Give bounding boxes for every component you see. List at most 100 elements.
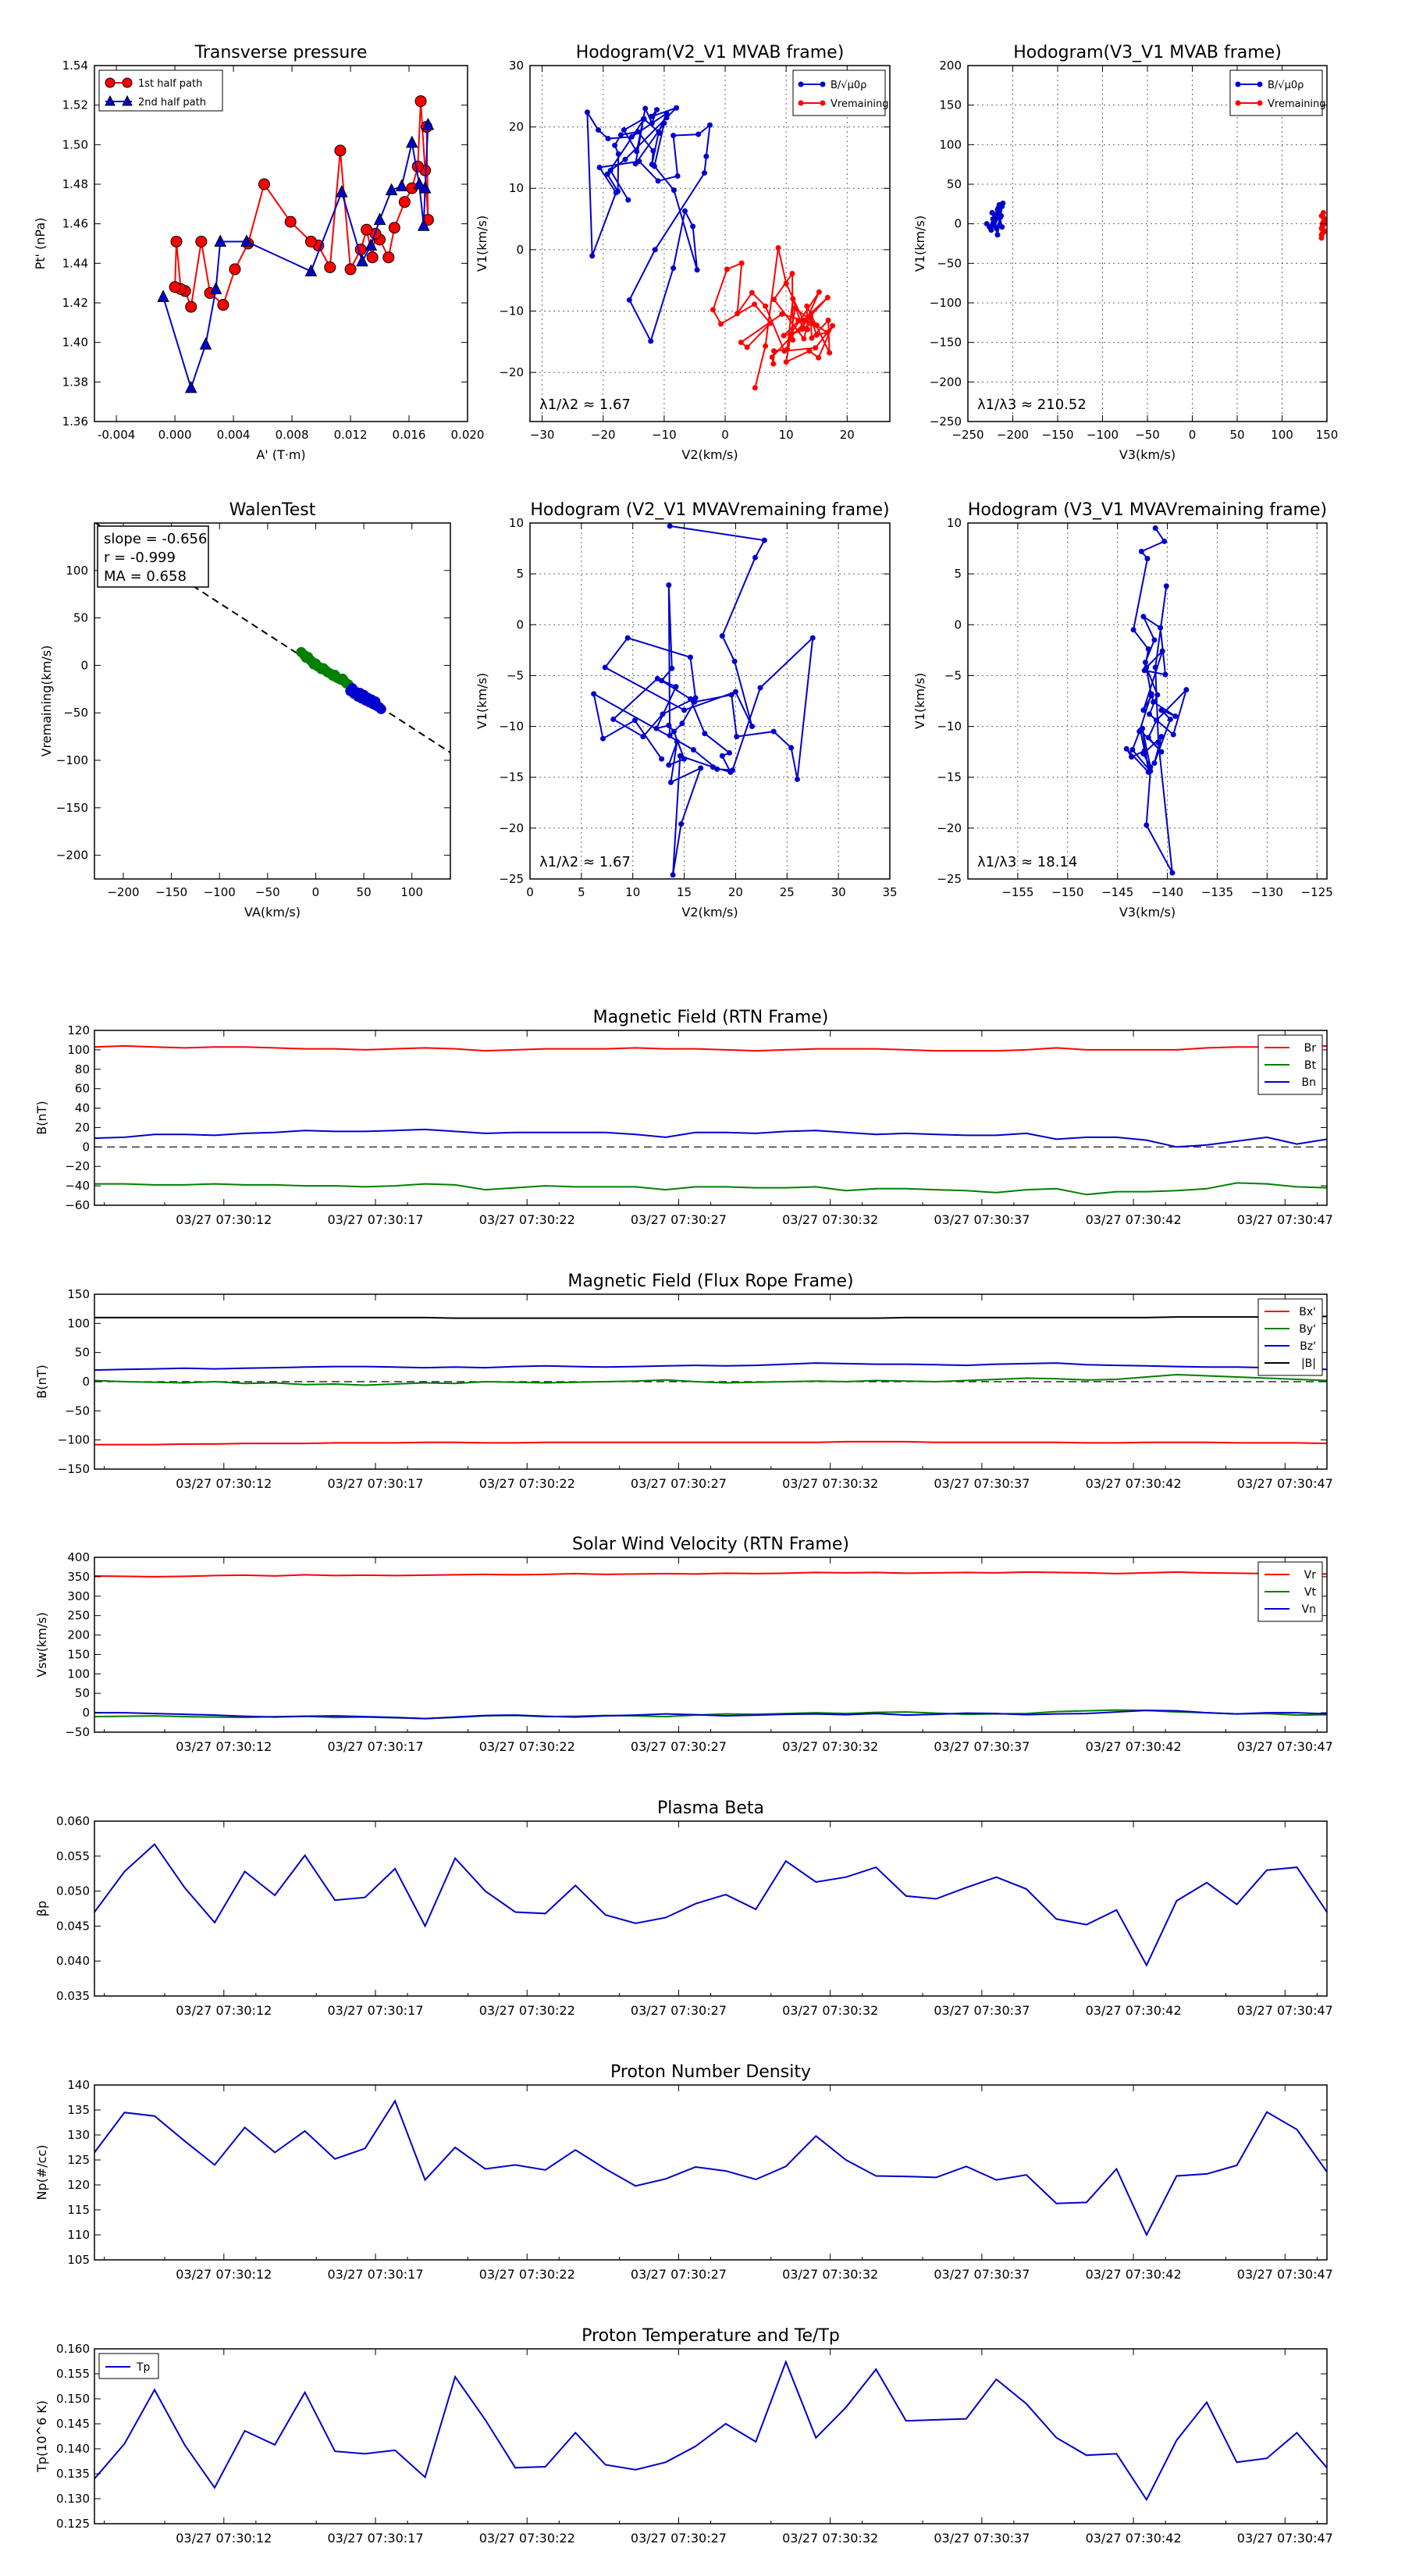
y-tick-label: 0.135 (56, 2467, 90, 2481)
y-tick-label: −10 (499, 304, 524, 318)
data-point (648, 113, 654, 119)
data-point (385, 183, 398, 196)
data-point (1170, 731, 1176, 738)
data-point (615, 151, 621, 157)
data-point (1318, 235, 1325, 241)
data-point (185, 301, 197, 313)
y-tick-label: 0.130 (56, 2492, 90, 2506)
y-tick-label: 140 (67, 2078, 90, 2092)
data-point (1138, 548, 1144, 554)
legend-marker (1257, 81, 1263, 87)
y-tick-label: 130 (67, 2128, 90, 2142)
series-middle (296, 646, 354, 690)
data-point (770, 728, 777, 735)
data-point (767, 320, 774, 326)
data-point (779, 311, 785, 317)
series-line-Br (94, 1044, 1327, 1052)
data-point (621, 127, 627, 133)
eigenvalue-ratio-label: λ1/λ3 ≈ 210.52 (977, 397, 1087, 413)
y-tick-label: 0.125 (56, 2517, 90, 2531)
data-point (783, 359, 789, 365)
chart-title: Hodogram (V3_V1 MVAVremaining frame) (968, 500, 1327, 520)
data-point (663, 110, 670, 116)
x-tick-label: 03/27 07:30:12 (176, 1476, 272, 1491)
series-line-βp (94, 1843, 1327, 1967)
legend: Vr Vt Vn (1257, 1561, 1323, 1622)
plot-content (157, 95, 435, 393)
data-point (998, 213, 1005, 219)
chart-title: Hodogram(V3_V1 MVAB frame) (1013, 43, 1282, 62)
data-point (804, 303, 810, 309)
y-tick-label: 0 (82, 1140, 90, 1154)
data-point (195, 235, 208, 247)
y-axis-label: V1(km/s) (912, 215, 927, 272)
x-tick-label: 03/27 07:30:47 (1237, 2267, 1333, 2282)
x-tick-label: 0 (721, 428, 729, 442)
y-tick-label: 100 (67, 1667, 90, 1681)
annotation-line: slope = -0.656 (104, 531, 207, 547)
data-point (1142, 659, 1148, 665)
data-point (681, 208, 688, 214)
plot-area (94, 1557, 1327, 1732)
data-point (628, 133, 635, 140)
data-point (660, 711, 666, 717)
data-point (398, 196, 411, 208)
data-point (613, 190, 619, 196)
y-tick-label: −200 (930, 375, 962, 389)
chart-p3: −250 −200 −150 −100 −50 0 50 100 150 −250 −200 −150… (912, 43, 1338, 462)
x-tick-label: 03/27 07:30:42 (1086, 2003, 1182, 2018)
data-point (707, 122, 713, 128)
data-point (626, 297, 632, 303)
series-line-Bn (94, 1128, 1327, 1148)
x-tick-label: 03/27 07:30:27 (631, 1739, 727, 1754)
data-point (1123, 745, 1129, 752)
data-point (790, 296, 796, 302)
data-point (692, 699, 698, 705)
y-axis-label: Pt' (nPa) (33, 218, 48, 270)
y-tick-label: 1.46 (62, 217, 88, 231)
data-point (770, 361, 777, 367)
data-point (405, 135, 418, 148)
chart-title: Proton Number Density (610, 2062, 811, 2082)
y-tick-label: −100 (58, 1433, 90, 1447)
data-point (763, 343, 769, 349)
x-tick-label: −135 (1201, 885, 1233, 899)
data-point (690, 223, 696, 229)
y-tick-label: 0.055 (56, 1849, 90, 1863)
chart-p1: -0.004 0.000 0.004 0.008 0.012 0.016 0.020 1.36… (33, 43, 484, 462)
chart-title: Magnetic Field (RTN Frame) (593, 1008, 829, 1027)
plot-frame (967, 522, 1328, 880)
x-tick-label: 0 (1189, 428, 1197, 442)
data-point (1154, 692, 1161, 698)
x-tick-label: −150 (1041, 428, 1073, 442)
y-tick-label: 150 (939, 98, 962, 112)
y-tick-label: −20 (65, 1159, 90, 1173)
data-point (361, 223, 373, 236)
legend-marker (105, 94, 116, 106)
x-tick-label: 03/27 07:30:37 (934, 1212, 1030, 1227)
y-tick-label: −150 (58, 1462, 90, 1476)
plot-area (530, 66, 890, 422)
data-point (771, 297, 777, 303)
data-point (1158, 734, 1165, 740)
y-tick-label: −100 (56, 753, 88, 767)
data-point (240, 234, 253, 247)
data-point (659, 678, 665, 684)
data-point (1320, 215, 1326, 221)
data-point (1151, 637, 1158, 643)
y-tick-label: 135 (67, 2103, 90, 2117)
data-point (209, 282, 222, 294)
data-point (655, 178, 661, 184)
data-point (690, 747, 696, 753)
data-point (1158, 749, 1165, 755)
data-point (632, 161, 638, 167)
legend-label: Br (1304, 1042, 1317, 1055)
data-point (395, 179, 408, 192)
chart-title: Hodogram (V2_V1 MVAVremaining frame) (530, 500, 889, 520)
data-point (199, 337, 212, 350)
annotation-box (97, 525, 209, 588)
data-point (735, 311, 741, 317)
data-point (734, 734, 740, 740)
data-point (824, 329, 831, 336)
data-point (1162, 671, 1168, 678)
